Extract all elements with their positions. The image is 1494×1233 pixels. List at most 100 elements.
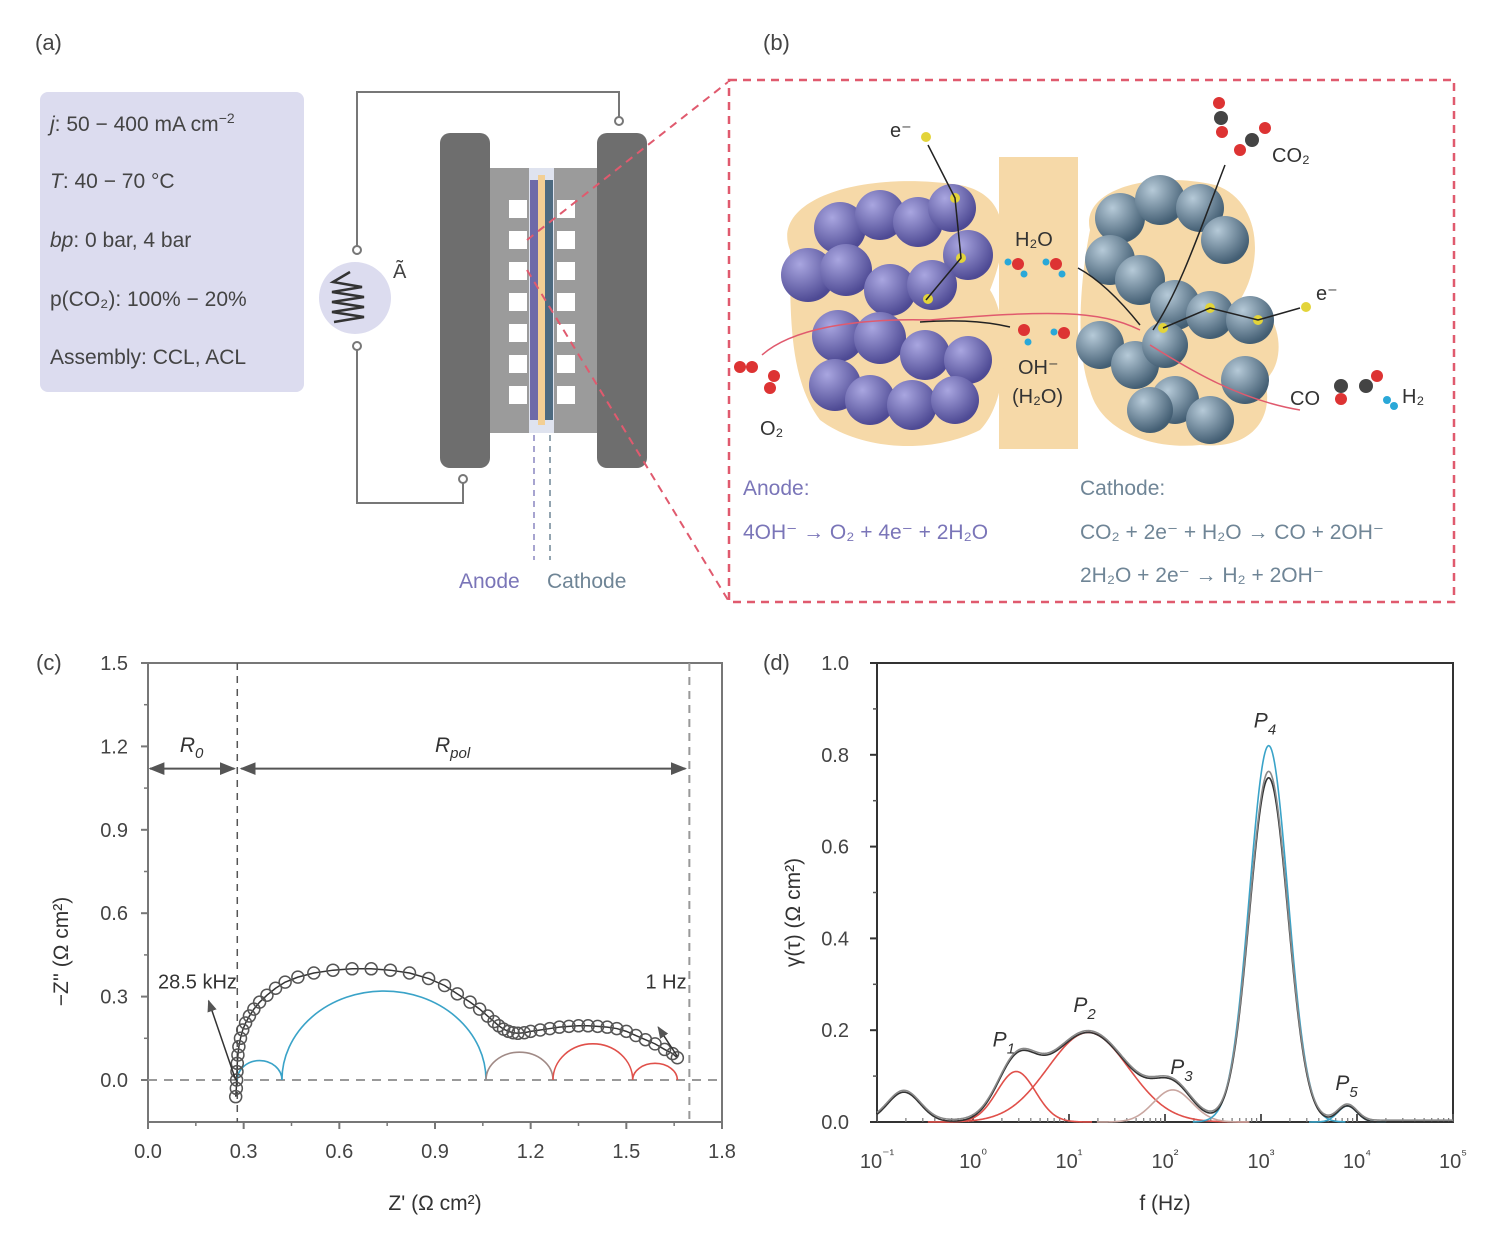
measured-point [233, 1031, 248, 1046]
membrane-layer [538, 175, 545, 425]
measured-point [242, 1009, 257, 1023]
measured-point [523, 1024, 538, 1039]
r0-subscript: 0 [195, 745, 204, 762]
measured-point [230, 1056, 245, 1071]
tick-base: 10 [860, 1151, 882, 1173]
measured-point [657, 1042, 672, 1057]
r0-symbol: R [180, 734, 195, 757]
measured-point [229, 1073, 244, 1087]
cathode-reaction-title: Cathode: [1080, 477, 1166, 500]
y-tick-label: 1.0 [821, 653, 849, 675]
measured-point [487, 1014, 501, 1029]
measured-point [437, 978, 452, 993]
electron-path-anode [925, 144, 962, 301]
zoom-frame [727, 78, 1456, 604]
plot-frame [876, 662, 1454, 1123]
measured-point [278, 975, 292, 989]
condition-current-density: j: 50 − 400 mA cm−2 [50, 110, 235, 137]
x-tick-label: 10³ [1248, 1146, 1275, 1173]
condition-value: : 50 − 400 mA cm [54, 113, 219, 136]
co-molecule-icon [1334, 370, 1383, 405]
current-source-icon [319, 262, 391, 334]
product-path [1149, 344, 1301, 411]
peak-symbol: P [1073, 994, 1087, 1017]
anode-reaction: 4OH⁻ → O₂ + 4e⁻ + 2H₂O [743, 521, 989, 544]
anode-electrode-label: Anode [459, 570, 520, 593]
peak-symbol: P [1170, 1056, 1184, 1079]
peak-label: P2 [1073, 994, 1096, 1023]
y-tick-label: 1.5 [100, 653, 128, 675]
measured-point [600, 1020, 614, 1034]
measured-point [665, 1046, 680, 1061]
y-tick-label: 0.8 [821, 745, 849, 767]
h2o-label: H₂O [1015, 229, 1053, 251]
condition-back-pressure: bp: 0 bar, 4 bar [50, 229, 191, 253]
measured-point [231, 1048, 245, 1062]
measured-point [345, 962, 359, 976]
electron-label-anode: e⁻ [890, 120, 912, 142]
tick-base: 10 [1248, 1151, 1270, 1173]
cathode-layer [545, 180, 553, 420]
drt-total-curve [876, 776, 1453, 1123]
measured-point [506, 1025, 520, 1040]
source-label: Ã [393, 259, 407, 283]
o2-label: O₂ [760, 418, 783, 440]
peak-symbol: P [1254, 709, 1268, 732]
measured-point [590, 1019, 605, 1034]
measured-point [229, 1081, 244, 1096]
peak-label: P5 [1335, 1072, 1358, 1101]
peak-label: P4 [1254, 709, 1276, 738]
co-label: CO [1290, 388, 1320, 410]
fit-arc [631, 1062, 679, 1081]
terminal [614, 116, 624, 126]
x-tick-label: 1.8 [708, 1141, 736, 1163]
condition-value: : 40 − 70 °C [62, 170, 175, 193]
condition-value: : 0 bar, 4 bar [73, 229, 192, 252]
x-tick-label: 10¹ [1056, 1146, 1083, 1173]
x-tick-label: 10² [1152, 1146, 1179, 1173]
measured-point [610, 1021, 624, 1036]
measured-point [571, 1019, 586, 1033]
panel-c-label: (c) [36, 650, 62, 675]
y-tick-label: 0.4 [821, 928, 849, 950]
measured-point [268, 981, 283, 996]
peak-label: P3 [1170, 1056, 1193, 1085]
high-frequency-annotation: 28.5 kHz [158, 971, 237, 993]
cell-diagram: Ã [319, 78, 1456, 604]
high-freq-arrow [207, 999, 237, 1081]
oh-path [919, 320, 1011, 328]
tick-exponent: ⁰ [981, 1146, 987, 1162]
conditions-box: j: 50 − 400 mA cm−2 T: 40 − 70 °C bp: 0 … [40, 92, 304, 392]
measured-point [307, 966, 321, 980]
wire-bottom [356, 348, 464, 504]
measured-point [450, 987, 465, 1001]
x-tick-label: 0.6 [325, 1141, 353, 1163]
low-freq-arrow [657, 1026, 678, 1057]
tick-exponent: ⁵ [1461, 1146, 1467, 1162]
condition-temperature: T: 40 − 70 °C [50, 170, 175, 194]
h2-label: H₂ [1402, 386, 1424, 408]
measured-point [421, 971, 436, 986]
nyquist-chart: 0.0 0.3 0.6 0.9 1.2 1.5 1.80.00.30.60.91.21.5 … [50, 653, 736, 1215]
tick-exponent: ⁴ [1365, 1146, 1371, 1162]
condition-assembly: Assembly: CCL, ACL [50, 346, 246, 370]
h2-molecule-icon [1383, 396, 1398, 410]
cathode-end-plate [597, 133, 647, 468]
condition-key: j [50, 113, 55, 136]
measured-point [670, 1051, 685, 1065]
condition-value: : CCL, ACL [141, 346, 247, 369]
electron-label-cathode: e⁻ [1316, 283, 1338, 305]
y-tick-label: 0.0 [100, 1070, 128, 1092]
tick-base: 10 [1343, 1151, 1365, 1173]
water-molecules [1004, 258, 1070, 346]
measured-point [533, 1023, 547, 1037]
condition-value: : 100% − 20% [115, 288, 247, 311]
x-tick-label: 10⁵ [1439, 1146, 1467, 1173]
peak-subscript: 4 [1268, 721, 1276, 738]
co2-path [1152, 164, 1226, 331]
measured-point [252, 995, 267, 1009]
terminal [352, 245, 362, 255]
anode-reaction-title: Anode: [743, 477, 810, 500]
drt-total-curve [876, 770, 1453, 1121]
measured-point [543, 1021, 557, 1036]
